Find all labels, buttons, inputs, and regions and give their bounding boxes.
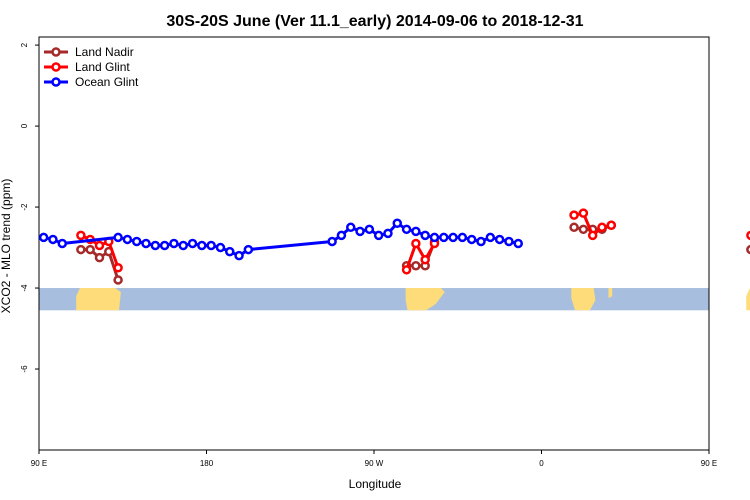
x-tick-label: 90 W [365, 459, 384, 468]
legend-label: Land Nadir [75, 45, 134, 59]
data-point-land-glint [401, 265, 412, 275]
data-point-land-glint [94, 240, 105, 251]
data-point-ocean-glint [336, 230, 347, 241]
legend-item-land-glint: Land Glint [44, 60, 130, 74]
data-point-ocean-glint [159, 240, 170, 251]
x-tick-label: 90 E [701, 459, 717, 468]
data-point-ocean-glint [476, 236, 486, 247]
data-point-land-nadir [76, 244, 86, 255]
map-land [571, 288, 596, 311]
data-point-ocean-glint [457, 232, 468, 243]
data-point-ocean-glint [234, 250, 244, 261]
data-point-ocean-glint [215, 242, 226, 253]
data-point-ocean-glint [206, 240, 216, 251]
legend-marker [51, 47, 61, 57]
series-layer [38, 208, 750, 285]
data-point-ocean-glint [513, 238, 523, 249]
legend-item-ocean-glint: Ocean Glint [44, 75, 139, 89]
map-ocean [39, 288, 709, 311]
legend-label: Ocean Glint [75, 75, 139, 89]
data-point-ocean-glint [429, 232, 440, 243]
data-point-ocean-glint [504, 236, 514, 247]
map-land [746, 288, 750, 311]
data-point-ocean-glint [373, 230, 384, 241]
data-point-ocean-glint [48, 234, 58, 245]
data-point-ocean-glint [345, 222, 356, 233]
data-point-ocean-glint [243, 244, 254, 255]
data-point-land-glint [578, 208, 589, 218]
data-point-land-nadir [746, 244, 750, 255]
map-land [76, 288, 121, 311]
series-line-land-glint [405, 242, 436, 271]
data-point-ocean-glint [141, 238, 151, 249]
data-point-ocean-glint [131, 236, 142, 247]
data-point-ocean-glint [439, 232, 449, 243]
data-point-ocean-glint [411, 226, 421, 237]
data-point-ocean-glint [225, 246, 235, 257]
data-point-land-nadir [113, 275, 123, 285]
data-point-ocean-glint [122, 234, 133, 245]
x-tick-label: 180 [200, 459, 214, 468]
legend-label: Land Glint [75, 60, 130, 74]
map-strip [39, 288, 750, 311]
legend-marker [51, 77, 61, 87]
data-point-ocean-glint [150, 240, 161, 251]
y-tick-label: 0 [20, 123, 29, 128]
data-point-ocean-glint [448, 232, 458, 243]
data-point-land-nadir [569, 222, 579, 233]
series-ocean-glint [38, 218, 523, 261]
data-point-ocean-glint [57, 238, 68, 249]
data-point-land-nadir [411, 261, 421, 271]
data-point-ocean-glint [169, 238, 179, 249]
x-axis-label: Longitude [349, 477, 402, 491]
data-point-land-glint [420, 254, 430, 265]
data-point-ocean-glint [355, 226, 365, 237]
data-point-ocean-glint [466, 234, 477, 245]
data-point-ocean-glint [327, 236, 337, 247]
data-point-ocean-glint [113, 232, 123, 243]
data-point-ocean-glint [420, 230, 430, 241]
data-point-land-nadir [578, 224, 589, 235]
x-tick-label: 90 E [31, 459, 47, 468]
data-point-land-glint [587, 230, 598, 241]
map-land [608, 288, 613, 299]
map-land [405, 288, 445, 311]
y-tick-label: 2 [20, 42, 29, 47]
data-point-ocean-glint [392, 218, 403, 229]
y-tick-label: -4 [20, 284, 29, 292]
data-point-ocean-glint [38, 232, 49, 243]
legend-item-land-nadir: Land Nadir [44, 45, 134, 59]
data-point-land-glint [76, 230, 86, 241]
data-point-ocean-glint [187, 238, 198, 249]
y-tick-label: -2 [20, 203, 29, 211]
data-point-ocean-glint [383, 228, 393, 239]
data-point-land-glint [569, 210, 579, 220]
data-point-land-glint [411, 238, 421, 249]
data-point-land-glint [113, 263, 123, 273]
data-point-land-nadir [94, 252, 105, 263]
data-point-ocean-glint [197, 240, 207, 251]
data-point-land-glint [746, 230, 750, 241]
x-tick-label: 0 [539, 459, 544, 468]
y-axis-label: XCO2 - MLO trend (ppm) [0, 179, 13, 314]
data-point-land-nadir [85, 244, 95, 255]
data-point-land-glint [606, 220, 617, 231]
data-point-ocean-glint [364, 224, 375, 235]
data-point-land-glint [597, 222, 607, 233]
y-tick-label: -6 [20, 365, 29, 373]
data-point-ocean-glint [485, 232, 496, 243]
data-point-ocean-glint [401, 224, 412, 235]
data-point-ocean-glint [178, 240, 188, 251]
data-point-ocean-glint [494, 234, 505, 245]
legend-marker [51, 62, 61, 72]
chart-title: 30S-20S June (Ver 11.1_early) 2014-09-06… [166, 13, 583, 30]
